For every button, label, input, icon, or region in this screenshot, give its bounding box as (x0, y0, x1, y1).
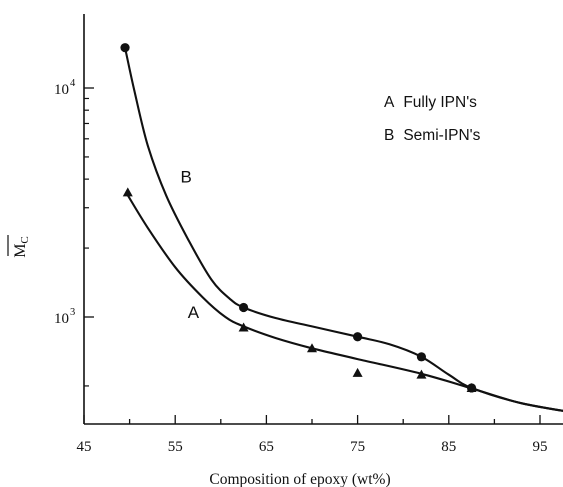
series-a-point-2 (307, 343, 317, 353)
series-a-point-4 (416, 369, 427, 379)
series-a-point-0 (122, 187, 133, 197)
legend-entry-a: A Fully IPN's (384, 94, 477, 111)
legend-key-b: B (384, 127, 394, 144)
legend-label-b: Semi-IPN's (403, 127, 480, 144)
series-b-point-1 (239, 302, 249, 313)
curves (123, 46, 563, 412)
series-b-point-4 (467, 383, 477, 393)
series-b-point-3 (416, 352, 427, 362)
markers (120, 43, 477, 393)
labels: AB (180, 168, 199, 322)
y-tick-label-1000: 10 (54, 311, 69, 327)
legend-label-a: Fully IPN's (403, 94, 477, 111)
legend-entry-b: B Semi-IPN's (384, 127, 481, 144)
plot-frame (83, 14, 563, 425)
y-axis-title-text: MC (12, 236, 31, 258)
x-tick-label-65: 65 (259, 439, 274, 455)
y-tick-exp-1000: 3 (70, 307, 75, 318)
x-tick-label-55: 55 (168, 439, 183, 455)
y-axis-title-sub: C (19, 236, 31, 243)
series-a-point-3 (352, 367, 363, 377)
series-b-point-2 (353, 332, 363, 342)
x-tick-label-85: 85 (441, 439, 456, 455)
y-axis-title-main: M (12, 244, 29, 258)
legend-key-a: A (384, 94, 395, 111)
x-tick-label-95: 95 (533, 439, 548, 455)
series-a-point-1 (238, 322, 249, 332)
series-a-curve-label: A (188, 303, 200, 322)
x-axis-title: Composition of epoxy (wt%) (209, 471, 390, 487)
y-tick-label-10000: 10 (54, 82, 69, 98)
legend: A Fully IPN's B Semi-IPN's (384, 94, 481, 144)
x-tick-label-75: 75 (350, 439, 365, 455)
y-tick-exp-10000: 4 (70, 78, 76, 89)
x-tick-label-45: 45 (77, 439, 92, 455)
series-b-point-0 (120, 43, 130, 53)
series-b-curve-label: B (180, 168, 191, 187)
series-b-curve (123, 46, 563, 412)
y-axis-title: MC (7, 235, 31, 258)
